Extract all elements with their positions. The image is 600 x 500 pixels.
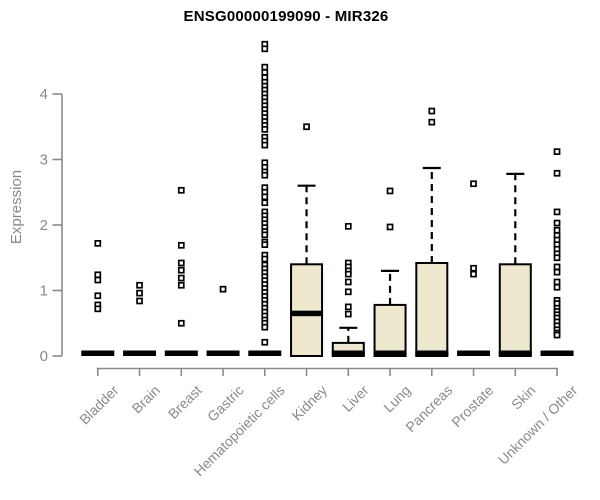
outlier-point [470,270,477,278]
outlier-point [94,271,102,279]
outlier-point [177,186,185,194]
outlier-point [261,193,269,201]
outlier-point [177,274,185,282]
outlier-point [344,278,352,286]
outlier-point [261,141,269,149]
outlier-point [344,270,352,278]
outlier-point [261,255,269,263]
outlier-point [261,126,269,133]
outlier-point [553,331,561,339]
outlier-point [261,231,269,239]
outlier-point [553,226,561,234]
outlier-point [94,239,102,247]
box-Kidney [290,263,324,357]
box-Pancreas [415,261,449,357]
outlier-point [428,107,436,115]
outlier-point [261,63,269,71]
median-line [81,350,115,356]
chart-title: ENSG00000199090 - MIR326 [183,8,389,25]
outlier-point [386,187,394,195]
outlier-point [303,123,310,131]
outlier-point [219,285,227,293]
outlier-point [136,289,143,297]
outlier-point [261,199,269,207]
y-tick-label: 2 [40,217,48,234]
outlier-point [344,310,352,318]
outlier-point [177,281,185,289]
y-tick-label: 4 [40,86,48,103]
median-line [248,350,282,356]
outlier-point [344,222,352,230]
median-line [540,350,574,356]
outlier-point [553,169,561,177]
outlier-point [94,292,102,300]
outlier-point [386,223,394,231]
outlier-point [261,45,269,53]
y-tick-label: 3 [40,152,48,169]
outlier-point [553,148,561,155]
outlier-point [136,281,143,289]
y-tick-label: 1 [40,283,48,300]
outlier-point [177,319,185,327]
outlier-point [136,297,143,305]
outlier-point [344,303,352,311]
outlier-point [94,276,102,284]
median-line [164,350,198,356]
median-line [498,350,532,356]
outlier-point [344,288,352,296]
outlier-point [428,118,436,126]
median-line [331,350,365,356]
median-line [415,350,449,356]
outlier-point [261,323,269,331]
outlier-point [261,338,269,346]
outlier-point [261,241,269,248]
y-tick-label: 0 [40,348,48,365]
outlier-point [94,305,102,313]
median-line [457,350,491,356]
outlier-point [553,278,561,286]
outlier-point [261,69,269,76]
outlier-point [553,283,561,291]
median-line [206,350,240,356]
box-Skin [498,263,532,357]
outlier-point [470,180,477,188]
outlier-point [553,268,561,276]
outlier-point [553,219,561,227]
outlier-point [553,254,561,262]
outlier-point [553,263,561,271]
median-line [123,350,157,356]
outlier-point [553,208,561,216]
median-line [290,310,324,317]
outlier-point [177,266,185,274]
outlier-point [261,171,269,179]
box-Lung [373,303,407,358]
median-line [373,350,407,356]
outlier-point [177,241,185,249]
outlier-point [177,259,185,267]
outlier-point [470,264,477,272]
